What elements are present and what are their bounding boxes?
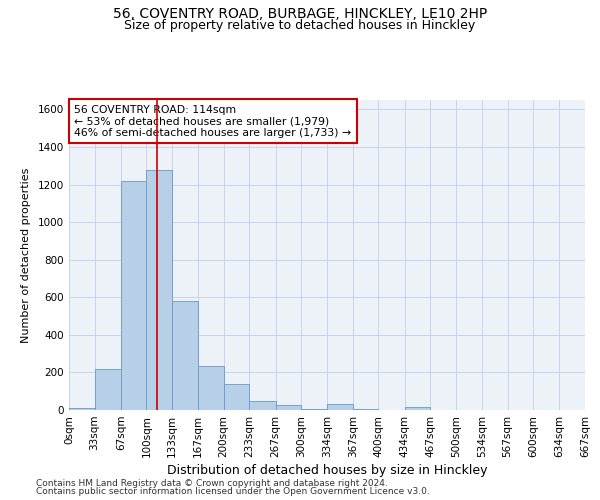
Bar (353, 409, 379, 410)
Bar (328, 404, 353, 410)
Bar (172, 301, 198, 410)
Bar (405, 407, 430, 410)
Bar (95, 368, 121, 410)
Bar (146, 170, 172, 410)
Bar (121, 181, 146, 410)
Text: Contains public sector information licensed under the Open Government Licence v3: Contains public sector information licen… (36, 487, 430, 496)
Bar (69, 408, 95, 410)
Text: Size of property relative to detached houses in Hinckley: Size of property relative to detached ho… (124, 18, 476, 32)
Text: 56 COVENTRY ROAD: 114sqm
← 53% of detached houses are smaller (1,979)
46% of sem: 56 COVENTRY ROAD: 114sqm ← 53% of detach… (74, 104, 351, 138)
Bar (301, 409, 328, 410)
Y-axis label: Number of detached properties: Number of detached properties (21, 168, 31, 342)
Bar (224, 384, 249, 410)
Bar (198, 366, 224, 410)
Bar (249, 400, 275, 410)
X-axis label: Distribution of detached houses by size in Hinckley: Distribution of detached houses by size … (167, 464, 487, 477)
Bar (275, 406, 301, 410)
Text: 56, COVENTRY ROAD, BURBAGE, HINCKLEY, LE10 2HP: 56, COVENTRY ROAD, BURBAGE, HINCKLEY, LE… (113, 8, 487, 22)
Text: Contains HM Land Registry data © Crown copyright and database right 2024.: Contains HM Land Registry data © Crown c… (36, 478, 388, 488)
